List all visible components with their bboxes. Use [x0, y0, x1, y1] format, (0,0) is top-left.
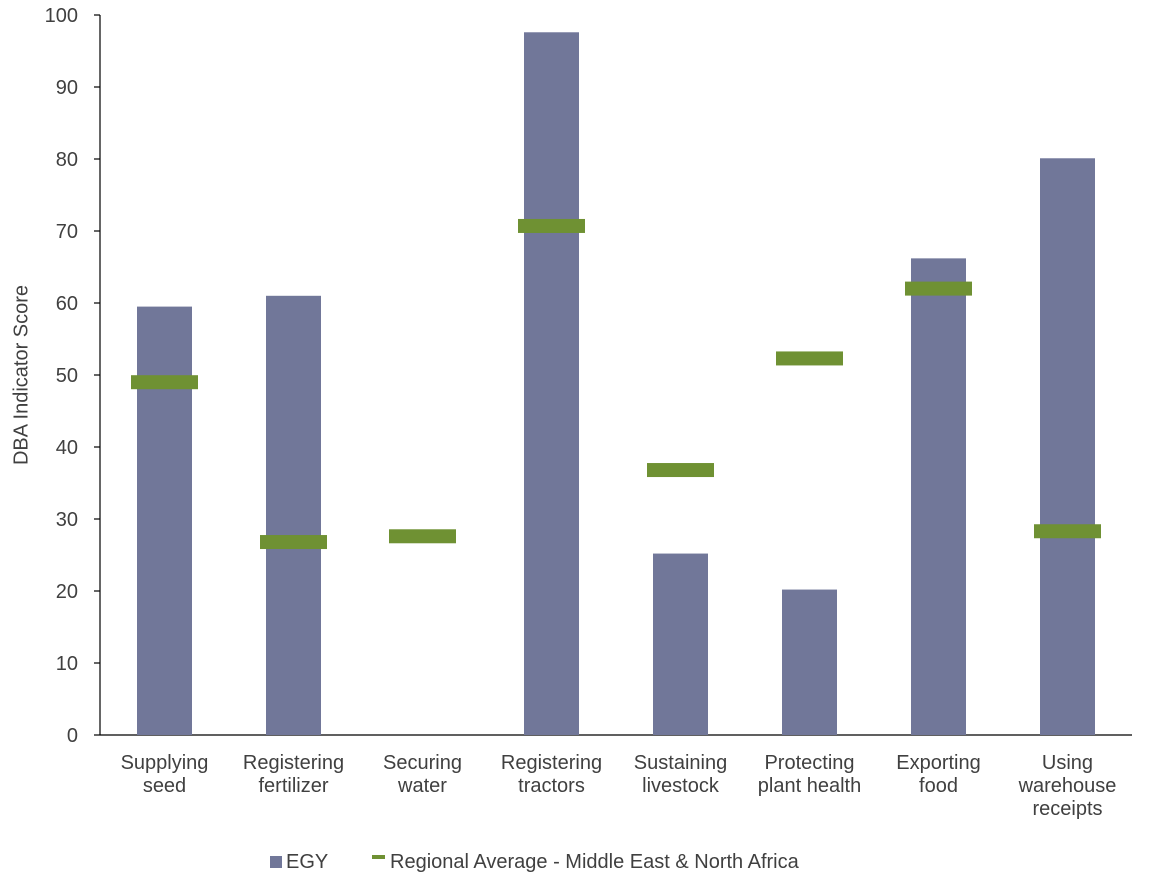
bar-egy: [524, 32, 579, 735]
legend-label-egy: EGY: [286, 851, 328, 873]
marker-regional-average: [905, 281, 972, 296]
legend-swatch-regional-average: [372, 855, 385, 859]
marker-regional-average: [647, 463, 714, 478]
y-tick-label: 0: [67, 725, 78, 747]
bar-series-egy: [137, 32, 1095, 735]
bar-egy: [1040, 158, 1095, 735]
y-tick-label: 80: [56, 149, 78, 171]
bar-egy: [137, 306, 192, 735]
x-category-label: Using warehouse receipts: [1018, 752, 1117, 820]
y-axis-ticks: 0 10 20 30 40 50 60 70 80 90 100: [45, 5, 100, 747]
y-tick-label: 90: [56, 77, 78, 99]
legend-swatch-egy: [270, 856, 282, 868]
marker-regional-average: [389, 529, 456, 544]
marker-regional-average: [1034, 524, 1101, 539]
marker-regional-average: [776, 351, 843, 366]
x-category-label: Registering fertilizer: [243, 752, 344, 797]
bar-egy: [266, 295, 321, 735]
y-tick-label: 70: [56, 221, 78, 243]
marker-regional-average: [518, 218, 585, 233]
y-tick-label: 30: [56, 509, 78, 531]
axes: [99, 15, 1132, 736]
y-tick-label: 10: [56, 653, 78, 675]
x-axis-category-labels: Supplying seed Registering fertilizer Securi…: [121, 752, 1117, 820]
y-axis-title: DBA Indicator Score: [10, 285, 32, 465]
y-tick-label: 100: [45, 5, 78, 27]
y-tick-label: 40: [56, 437, 78, 459]
y-tick-label: 50: [56, 365, 78, 387]
marker-series-regional-average: [131, 218, 1101, 550]
marker-regional-average: [260, 535, 327, 550]
x-category-label: Sustaining livestock: [634, 752, 727, 797]
marker-regional-average: [131, 375, 198, 390]
legend: EGY Regional Average - Middle East & Nor…: [270, 851, 800, 873]
x-category-label: Exporting food: [896, 752, 981, 797]
x-category-label: Supplying seed: [121, 752, 209, 797]
y-tick-label: 20: [56, 581, 78, 603]
bar-egy: [782, 589, 837, 735]
x-category-label: Securing water: [383, 752, 462, 797]
y-tick-label: 60: [56, 293, 78, 315]
legend-label-regional-average: Regional Average - Middle East & North A…: [390, 851, 800, 873]
x-category-label: Protecting plant health: [758, 752, 861, 797]
bar-egy: [911, 258, 966, 735]
x-category-label: Registering tractors: [501, 752, 602, 797]
bar-egy: [653, 553, 708, 735]
